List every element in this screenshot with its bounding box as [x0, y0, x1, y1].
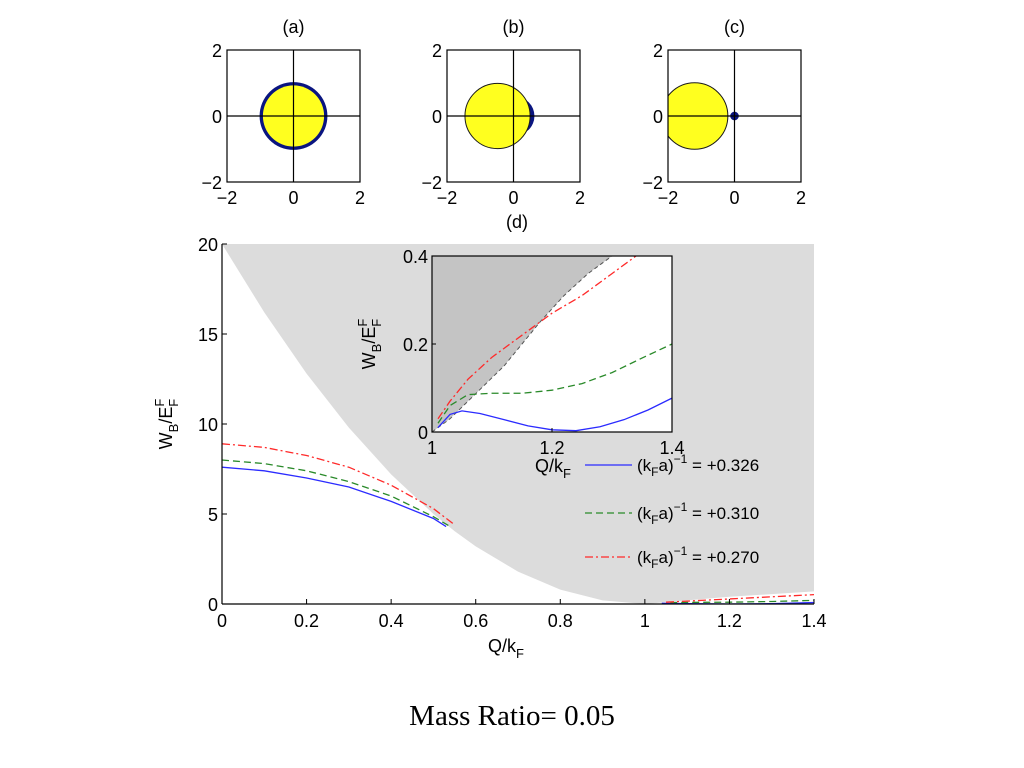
y-tick-label: −2 — [642, 173, 663, 193]
panel-b: −2−2 0 0 2 2 (b) — [421, 17, 585, 208]
inset-plot-area — [432, 256, 672, 432]
x-tick-label: 0 — [508, 188, 518, 208]
series-line-2-tail — [665, 593, 814, 603]
series-line-2 — [222, 443, 455, 526]
x-tick-label: 0.4 — [379, 611, 404, 631]
series-line-1 — [222, 459, 451, 528]
y-tick-label: 10 — [198, 415, 218, 435]
y-tick-label: −2 — [201, 173, 222, 193]
x-tick-label: −2 — [658, 188, 679, 208]
inset-y-tick-label: 0.4 — [403, 247, 428, 267]
y-tick-label: 2 — [653, 41, 663, 61]
x-tick-label: 0.2 — [294, 611, 319, 631]
y-tick-label: 2 — [432, 41, 442, 61]
panel-a: −2−2 0 0 2 2 (a) — [201, 17, 365, 208]
x-tick-label: 1.2 — [717, 611, 742, 631]
panel-inset: 1 1.2 1.4 0 0.2 0.4 Q/kF WB/EFF — [355, 247, 685, 481]
y-tick-label: 15 — [198, 325, 218, 345]
inset-series-line-2 — [437, 256, 637, 420]
x-axis-label: Q/kF — [488, 636, 524, 661]
inset-x-tick-label: 1.4 — [659, 438, 684, 458]
y-tick-label: 0 — [212, 107, 222, 127]
inset-x-axis-label: Q/kF — [535, 456, 571, 481]
x-tick-label: 2 — [355, 188, 365, 208]
x-tick-label: 0 — [729, 188, 739, 208]
y-tick-label: 20 — [198, 235, 218, 255]
legend-entry-2: (kFa)−1 = +0.270 — [637, 544, 759, 571]
x-tick-label: 2 — [796, 188, 806, 208]
inset-x-tick-label: 1.2 — [539, 438, 564, 458]
panel-label: (a) — [283, 17, 305, 37]
y-tick-label: 0 — [432, 107, 442, 127]
legend-entry-1: (kFa)−1 = +0.310 — [637, 500, 759, 527]
inset-x-tick-label: 1 — [427, 438, 437, 458]
caption: Mass Ratio= 0.05 — [409, 700, 615, 732]
x-tick-label: 0 — [217, 611, 227, 631]
legend-entry-0: (kFa)−1 = +0.326 — [637, 452, 759, 479]
x-tick-label: 0.6 — [463, 611, 488, 631]
inset-y-tick-label: 0.2 — [403, 335, 428, 355]
inset-y-tick-label: 0 — [418, 423, 428, 443]
panel-label: (c) — [724, 17, 745, 37]
panel-c: −2−2 0 0 2 2 (c) — [642, 17, 806, 208]
panel-label: (b) — [503, 17, 525, 37]
y-tick-label: 5 — [208, 505, 218, 525]
inset-series-line-1 — [437, 343, 672, 424]
series-line-1-tail — [670, 599, 814, 604]
inset-series-line-0 — [437, 397, 672, 432]
inset-y-axis-label: WB/EFF — [355, 319, 384, 370]
inset-continuum-edge — [432, 256, 613, 432]
y-tick-label: 0 — [653, 107, 663, 127]
x-tick-label: 1 — [640, 611, 650, 631]
x-tick-label: −2 — [217, 188, 238, 208]
y-tick-label: 0 — [208, 595, 218, 615]
x-tick-label: 2 — [575, 188, 585, 208]
x-tick-label: 0 — [288, 188, 298, 208]
y-tick-label: −2 — [421, 173, 442, 193]
x-tick-label: 1.4 — [801, 611, 826, 631]
x-tick-label: −2 — [437, 188, 458, 208]
y-tick-label: 2 — [212, 41, 222, 61]
panel-label: (d) — [506, 212, 528, 232]
legend: (kFa)−1 = +0.326 (kFa)−1 = +0.310 (kFa)−1 … — [585, 452, 759, 571]
y-axis-label: WB/EFF — [152, 399, 181, 450]
x-tick-label: 0.8 — [548, 611, 573, 631]
series-line-0 — [222, 466, 447, 528]
